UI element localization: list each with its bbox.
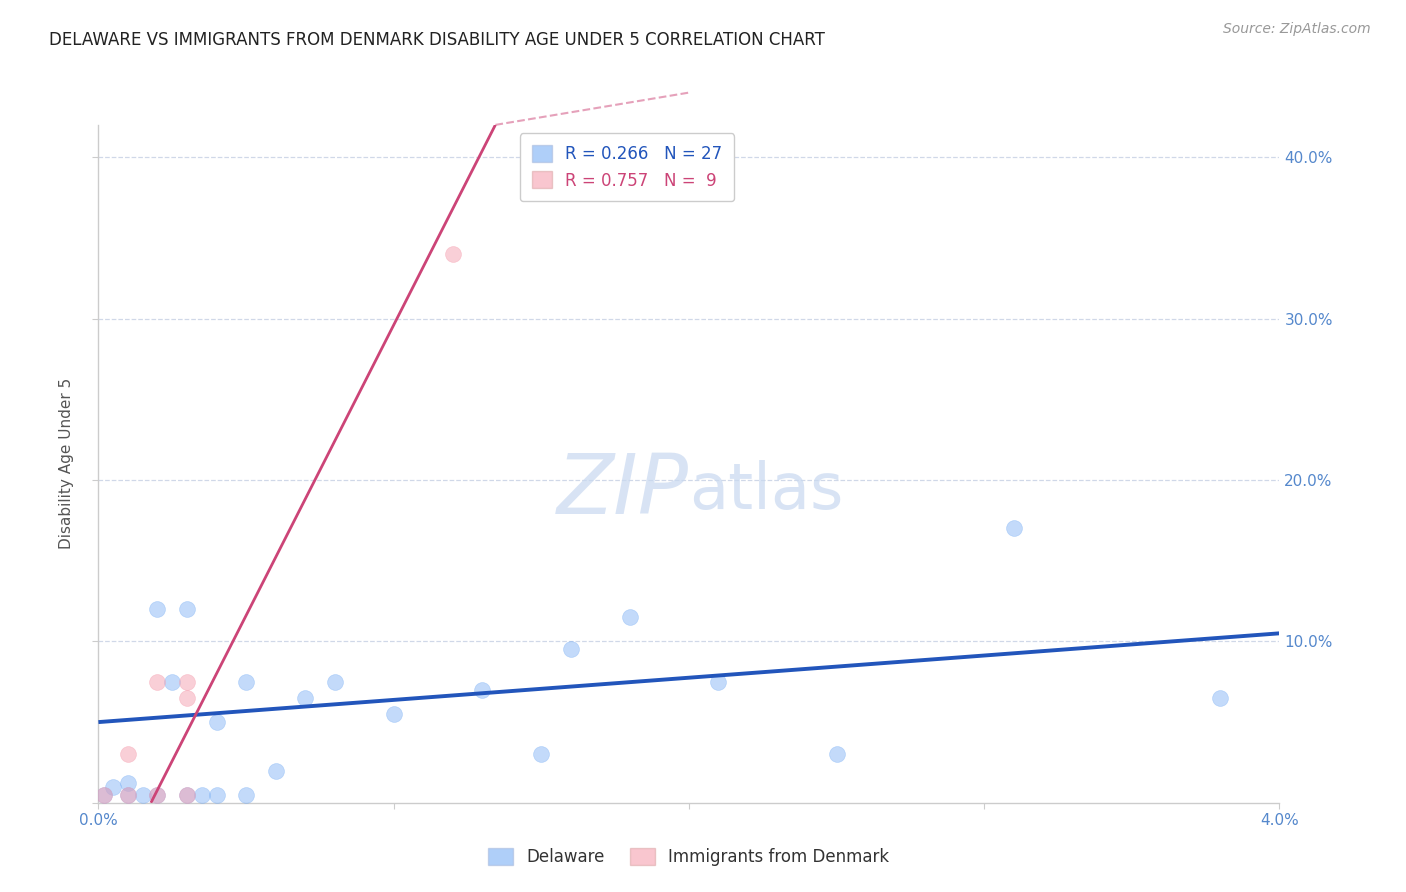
Point — [264, 764, 287, 778]
Point — [146, 788, 169, 802]
Point — [441, 247, 464, 261]
Point — [205, 715, 228, 730]
Point — [191, 788, 214, 802]
Point — [205, 788, 228, 802]
Text: atlas: atlas — [689, 460, 844, 522]
Y-axis label: Disability Age Under 5: Disability Age Under 5 — [59, 378, 75, 549]
Point — [146, 788, 169, 802]
Point — [176, 788, 198, 802]
Point — [530, 747, 553, 762]
Point — [1209, 690, 1232, 705]
Point — [471, 682, 494, 697]
Point — [146, 602, 169, 616]
Point — [294, 690, 316, 705]
Point — [176, 788, 198, 802]
Point — [117, 788, 139, 802]
Point — [93, 788, 115, 802]
Point — [176, 674, 198, 689]
Point — [825, 747, 848, 762]
Point — [1002, 521, 1025, 535]
Point — [707, 674, 730, 689]
Point — [560, 642, 582, 657]
Point — [146, 674, 169, 689]
Point — [103, 780, 125, 794]
Point — [117, 747, 139, 762]
Text: ZIP: ZIP — [557, 450, 689, 532]
Point — [132, 788, 155, 802]
Point — [235, 674, 257, 689]
Point — [117, 788, 139, 802]
Point — [176, 690, 198, 705]
Point — [382, 706, 405, 721]
Point — [323, 674, 346, 689]
Point — [93, 788, 115, 802]
Point — [117, 776, 139, 790]
Point — [235, 788, 257, 802]
Text: Source: ZipAtlas.com: Source: ZipAtlas.com — [1223, 22, 1371, 37]
Point — [619, 610, 641, 624]
Legend: Delaware, Immigrants from Denmark: Delaware, Immigrants from Denmark — [478, 838, 900, 876]
Point — [162, 674, 183, 689]
Point — [176, 602, 198, 616]
Text: DELAWARE VS IMMIGRANTS FROM DENMARK DISABILITY AGE UNDER 5 CORRELATION CHART: DELAWARE VS IMMIGRANTS FROM DENMARK DISA… — [49, 31, 825, 49]
